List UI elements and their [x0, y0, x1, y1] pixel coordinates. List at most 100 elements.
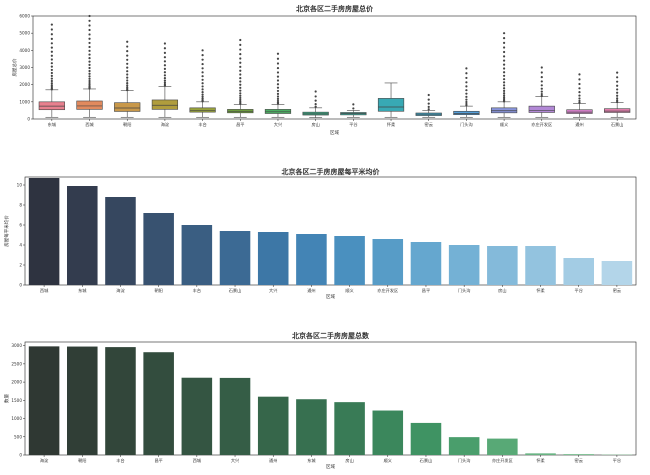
x-tick-label: 密云	[425, 121, 433, 128]
outlier-point	[277, 90, 279, 92]
bar-顺义	[373, 411, 404, 455]
outlier-point	[578, 94, 580, 96]
outlier-point	[503, 96, 505, 98]
x-tick-label: 顺义	[384, 458, 393, 464]
outlier-point	[541, 66, 543, 68]
outlier-point	[239, 80, 241, 82]
bar-通州	[296, 234, 327, 285]
outlier-point	[465, 81, 467, 83]
bar-房山	[487, 246, 518, 285]
x-tick-label: 顺义	[500, 122, 509, 128]
outlier-point	[201, 71, 203, 73]
outlier-point	[503, 90, 505, 92]
x-tick-label: 亦庄开发区	[377, 287, 398, 294]
outlier-point	[503, 92, 505, 94]
box-怀柔	[378, 83, 404, 117]
box-丰台	[190, 49, 216, 117]
outlier-point	[503, 75, 505, 77]
outlier-point	[465, 85, 467, 87]
outlier-point	[503, 87, 505, 89]
outlier-point	[541, 76, 543, 78]
outlier-point	[164, 82, 166, 84]
y-tick-label: 3000	[11, 343, 22, 348]
outlier-point	[352, 107, 354, 109]
outlier-point	[239, 92, 241, 94]
outlier-point	[51, 75, 53, 77]
outlier-point	[126, 84, 128, 86]
outlier-point	[277, 58, 279, 60]
outlier-point	[315, 95, 317, 97]
outlier-point	[51, 23, 53, 25]
outlier-point	[126, 59, 128, 61]
outlier-point	[201, 67, 203, 69]
y-tick-label: 1000	[11, 416, 22, 421]
outlier-point	[277, 67, 279, 69]
y-tick-label: 0	[27, 117, 30, 122]
outlier-point	[503, 42, 505, 44]
outlier-point	[239, 39, 241, 41]
outlier-point	[88, 64, 90, 66]
x-tick-label: 大兴	[269, 287, 277, 294]
bar-西城	[182, 378, 213, 455]
bar-门头沟	[449, 245, 480, 285]
outlier-point	[51, 82, 53, 84]
outlier-point	[126, 63, 128, 65]
outlier-point	[51, 42, 53, 44]
x-tick-label: 怀柔	[387, 121, 396, 128]
outlier-point	[201, 63, 203, 65]
x-tick-label: 东城	[78, 287, 87, 294]
outlier-point	[126, 77, 128, 79]
outlier-point	[239, 84, 241, 86]
outlier-point	[126, 73, 128, 75]
y-tick-label: 3000	[19, 65, 30, 70]
outlier-point	[201, 59, 203, 61]
outlier-point	[126, 54, 128, 56]
x-tick-label: 朝阳	[78, 457, 86, 464]
y-axis-label: 房屋每平米均价	[3, 215, 10, 247]
x-tick-label: 石景山	[611, 121, 624, 128]
outlier-point	[503, 78, 505, 80]
x-tick-label: 亦庄开发区	[492, 457, 513, 464]
box-iqr	[190, 108, 216, 112]
outlier-point	[164, 80, 166, 82]
box-亦庄开发区	[529, 66, 555, 117]
outlier-point	[503, 81, 505, 83]
outlier-point	[541, 93, 543, 95]
outlier-point	[201, 85, 203, 87]
box-通州	[567, 73, 593, 117]
bar-海淀	[29, 346, 60, 455]
outlier-point	[616, 76, 618, 78]
outlier-point	[164, 68, 166, 70]
outlier-point	[239, 66, 241, 68]
x-tick-label: 通州	[575, 121, 583, 128]
outlier-point	[239, 70, 241, 72]
x-tick-label: 怀柔	[536, 457, 545, 464]
chart-panel-3: 北京各区二手房房屋总数050010001500200025003000数量区域海…	[3, 331, 636, 470]
outlier-point	[428, 99, 430, 101]
x-tick-label: 平谷	[349, 121, 358, 128]
outlier-point	[164, 77, 166, 79]
outlier-point	[503, 71, 505, 73]
outlier-point	[315, 90, 317, 92]
outlier-point	[465, 101, 467, 103]
outlier-point	[51, 84, 53, 86]
outlier-point	[578, 91, 580, 93]
x-tick-label: 东城	[48, 121, 57, 128]
outlier-point	[201, 82, 203, 84]
x-tick-label: 门头沟	[458, 457, 471, 464]
chart-title: 北京各区二手房房屋总价	[296, 4, 374, 13]
outlier-point	[541, 71, 543, 73]
outlier-point	[126, 45, 128, 47]
outlier-point	[503, 59, 505, 61]
x-tick-label: 丰台	[193, 287, 201, 294]
x-tick-label: 门头沟	[458, 287, 471, 294]
box-门头沟	[454, 67, 480, 117]
box-顺义	[491, 32, 517, 117]
outlier-point	[51, 46, 53, 48]
outlier-point	[51, 80, 53, 82]
outlier-point	[126, 79, 128, 81]
bar-朝阳	[67, 347, 98, 455]
outlier-point	[88, 61, 90, 63]
x-tick-label: 石景山	[229, 287, 242, 294]
